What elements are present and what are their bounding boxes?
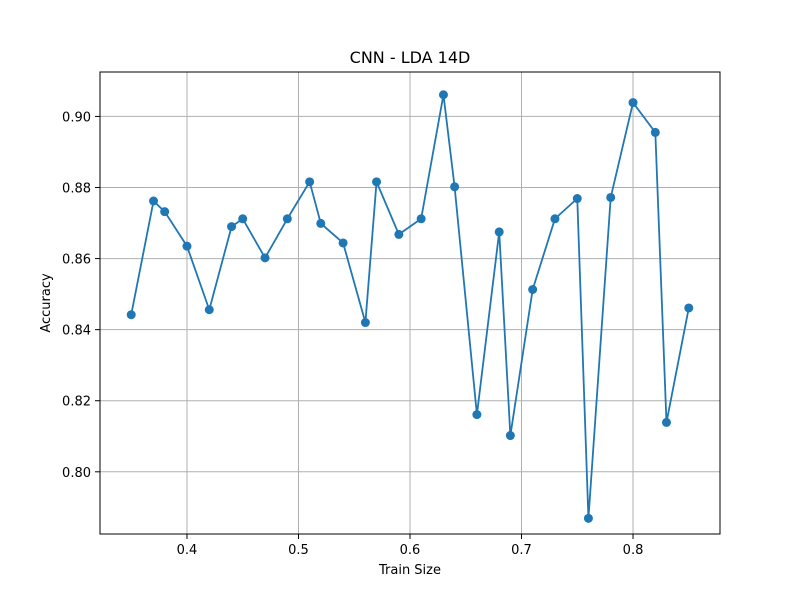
chart-title: CNN - LDA 14D [350, 48, 471, 67]
data-point [606, 192, 616, 202]
y-tick-label: 0.82 [62, 395, 91, 410]
data-point [550, 214, 560, 224]
y-tick-label: 0.84 [62, 324, 91, 339]
data-point [160, 207, 170, 217]
x-axis-ticks: 0.4 0.5 0.6 0.7 0.8 [177, 534, 644, 558]
data-point [394, 229, 404, 239]
x-tick-label: 0.6 [400, 543, 421, 558]
y-axis-ticks: 0.80 0.82 0.84 0.86 0.88 0.90 [62, 110, 100, 481]
data-point [338, 238, 348, 248]
y-tick-label: 0.80 [62, 466, 91, 481]
y-axis-label: Accuracy [39, 273, 54, 333]
data-point [316, 218, 326, 228]
data-point [583, 513, 593, 523]
data-point [472, 410, 482, 420]
data-point [416, 214, 426, 224]
data-point [572, 194, 582, 204]
data-point [238, 214, 248, 224]
data-point [149, 196, 159, 206]
data-point [260, 253, 270, 263]
data-point [650, 127, 660, 137]
data-series [126, 90, 694, 523]
data-point [528, 284, 538, 294]
grid [100, 72, 720, 534]
data-point [494, 227, 504, 237]
data-point [282, 214, 292, 224]
x-tick-label: 0.8 [623, 543, 644, 558]
data-point [450, 182, 460, 192]
data-point [204, 305, 214, 315]
data-point [372, 177, 382, 187]
data-point [126, 310, 136, 320]
data-point [628, 98, 638, 108]
y-tick-label: 0.86 [62, 253, 91, 268]
y-tick-label: 0.90 [62, 110, 91, 125]
x-tick-label: 0.4 [177, 543, 198, 558]
data-point [182, 241, 192, 251]
data-point [505, 431, 515, 441]
data-point [305, 177, 315, 187]
y-tick-label: 0.88 [62, 182, 91, 197]
data-point [360, 318, 370, 328]
data-point [684, 303, 694, 313]
data-point [227, 222, 237, 232]
x-axis-label: Train Size [378, 563, 441, 578]
data-point [661, 417, 671, 427]
series-line [130, 93, 690, 520]
x-tick-label: 0.7 [511, 543, 532, 558]
x-tick-label: 0.5 [288, 543, 309, 558]
data-point [438, 90, 448, 100]
